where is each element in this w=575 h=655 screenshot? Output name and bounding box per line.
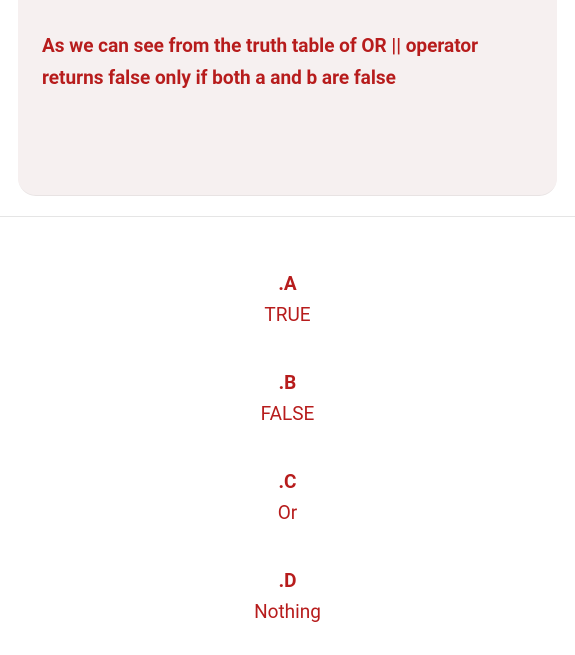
option-value: Or bbox=[0, 501, 575, 524]
option-value: FALSE bbox=[0, 402, 575, 425]
option-label: .D bbox=[0, 569, 575, 592]
option-a[interactable]: .A TRUE bbox=[0, 272, 575, 326]
question-text: As we can see from the truth table of OR… bbox=[42, 30, 533, 95]
question-box: As we can see from the truth table of OR… bbox=[18, 0, 557, 196]
option-label: .B bbox=[0, 371, 575, 394]
option-c[interactable]: .C Or bbox=[0, 470, 575, 524]
option-label: .C bbox=[0, 470, 575, 493]
option-b[interactable]: .B FALSE bbox=[0, 371, 575, 425]
option-label: .A bbox=[0, 272, 575, 295]
option-d[interactable]: .D Nothing bbox=[0, 569, 575, 623]
option-value: TRUE bbox=[0, 303, 575, 326]
option-value: Nothing bbox=[0, 600, 575, 623]
options-container: .A TRUE .B FALSE .C Or .D Nothing bbox=[0, 217, 575, 623]
